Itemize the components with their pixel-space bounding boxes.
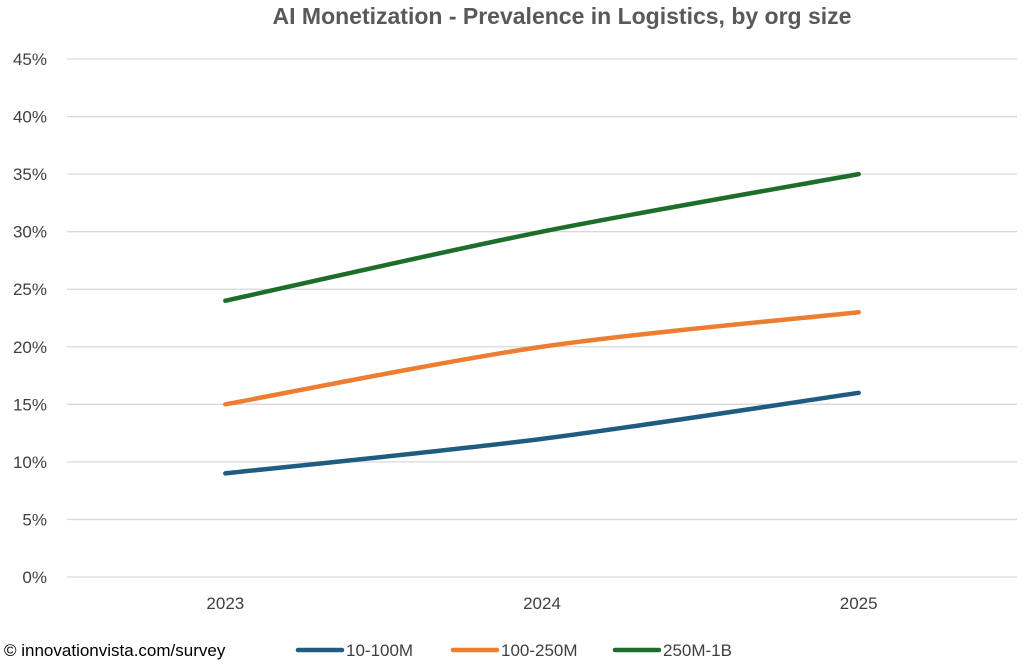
series-line-250M-1B — [223, 171, 861, 303]
legend: 10-100M 100-250M 250M-1B — [295, 641, 732, 660]
y-tick-label: 0% — [22, 568, 47, 587]
y-tick-label: 30% — [13, 223, 47, 242]
y-tick-label: 25% — [13, 280, 47, 299]
x-tick-label: 2025 — [840, 594, 878, 613]
x-axis-ticks: 2023 2024 2025 — [206, 594, 877, 613]
legend-label: 250M-1B — [663, 641, 732, 660]
chart-title: AI Monetization - Prevalence in Logistic… — [273, 3, 852, 29]
y-tick-label: 40% — [13, 108, 47, 127]
y-tick-label: 35% — [13, 165, 47, 184]
series-line-10-100M — [223, 390, 861, 476]
series-lines — [223, 171, 861, 476]
y-tick-label: 20% — [13, 338, 47, 357]
y-axis-ticks: 0% 5% 10% 15% 20% 25% 30% 35% 40% 45% — [13, 50, 47, 587]
legend-label: 10-100M — [346, 641, 413, 660]
x-tick-label: 2024 — [523, 594, 561, 613]
credit-text: © innovationvista.com/survey — [4, 641, 226, 660]
legend-label: 100-250M — [501, 641, 578, 660]
y-tick-label: 5% — [22, 510, 47, 529]
gridlines — [67, 58, 1017, 578]
x-tick-label: 2023 — [206, 594, 244, 613]
y-tick-label: 10% — [13, 453, 47, 472]
series-line-100-250M — [223, 309, 861, 407]
y-tick-label: 45% — [13, 50, 47, 69]
y-tick-label: 15% — [13, 395, 47, 414]
